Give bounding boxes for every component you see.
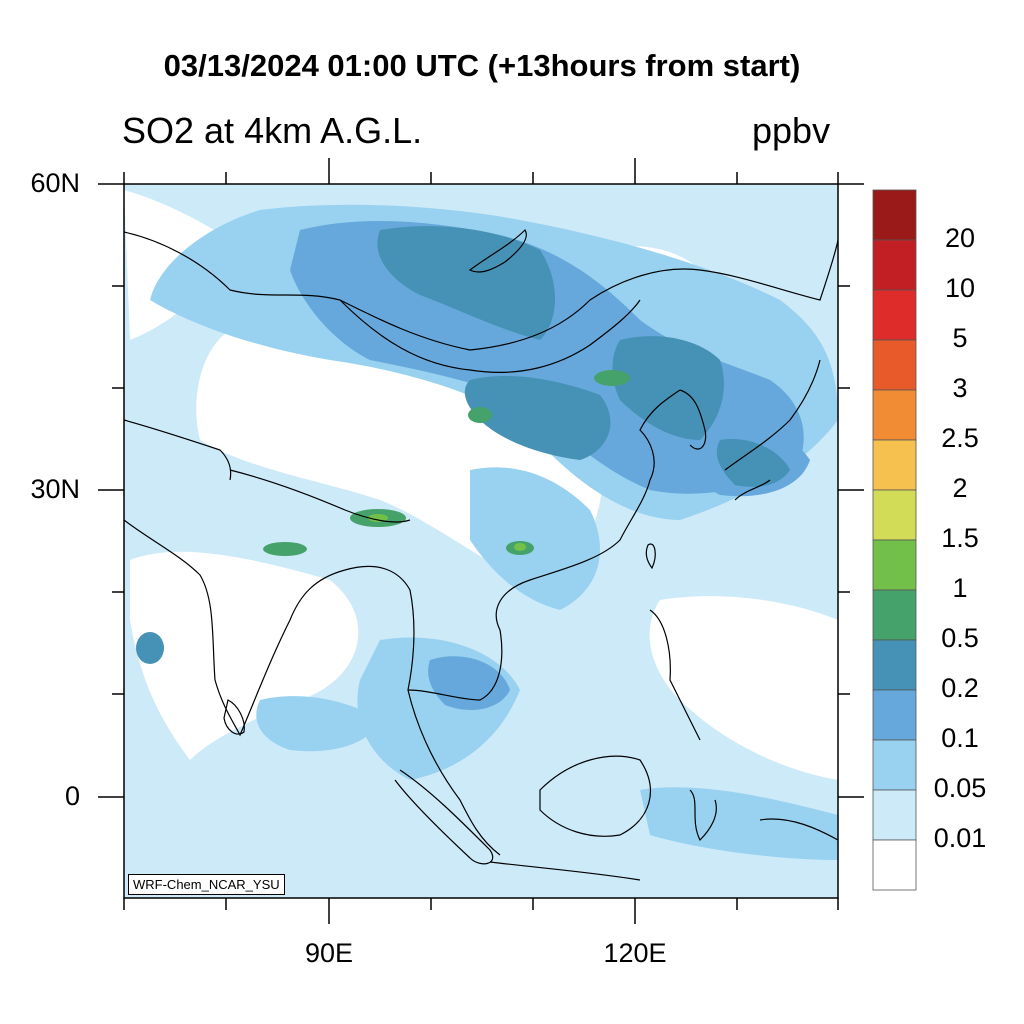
clean-area-pacific: [649, 596, 838, 780]
lake-baikal: [468, 229, 527, 273]
colorbar-label: 3: [952, 373, 968, 403]
lat-label-0: 0: [64, 781, 80, 811]
colorbar-label: 2: [952, 473, 968, 503]
border-mongolia: [339, 299, 641, 373]
colorbar-swatch-0: [872, 189, 917, 241]
coast-sumatra: [394, 769, 494, 865]
coastlines: [124, 229, 838, 881]
hotspot-beijing: [594, 370, 630, 386]
colorbar-swatch-7: [872, 539, 917, 591]
colorbar-swatch-10: [872, 689, 917, 741]
axis-ticks: [98, 158, 864, 924]
variable-title: SO2 at 4km A.G.L.: [122, 110, 423, 151]
coast-korea: [679, 389, 707, 450]
coast-indochina: [407, 389, 681, 701]
units-label: ppbv: [752, 110, 831, 151]
border-central-asia: [124, 419, 232, 481]
hotspot-india-sw: [136, 632, 164, 664]
lon-label-120e: 120E: [603, 938, 667, 968]
low-band-china: [470, 467, 600, 610]
lon-label-90e: 90E: [304, 938, 354, 968]
clean-area-india: [130, 551, 359, 760]
colorbar-label: 20: [944, 223, 976, 253]
coast-borneo: [539, 755, 651, 837]
low-band-indonesia: [640, 787, 838, 860]
hotspot-max-2: [514, 543, 526, 551]
coast-russia-north: [124, 231, 838, 351]
colorbar-label: 0.1: [941, 723, 979, 753]
high-band-china: [464, 375, 611, 460]
coast-india: [124, 519, 346, 737]
colorbar-swatch-2: [872, 289, 917, 341]
lat-label-30n: 30N: [30, 474, 80, 504]
so2-field: [124, 184, 838, 898]
high-band-northeast: [612, 336, 724, 440]
colorbar-swatch-13: [872, 839, 917, 891]
colorbar-label: 0.01: [933, 823, 987, 853]
hotspot-sichuan: [468, 407, 492, 423]
coast-newguinea: [759, 818, 838, 841]
hotspot-max-1: [368, 514, 388, 522]
colorbar-label: 1.5: [941, 523, 979, 553]
colorbar-label: 0.5: [941, 623, 979, 653]
colorbar-swatch-1: [872, 239, 917, 291]
colorbar-label: 5: [952, 323, 968, 353]
colorbar-label: 1: [952, 573, 968, 603]
colorbar-label: 0.05: [933, 773, 987, 803]
colorbar-swatch-11: [872, 739, 917, 791]
low-band-bay: [256, 696, 380, 752]
lat-label-60n: 60N: [30, 168, 80, 198]
colorbar-swatch-12: [872, 789, 917, 841]
coast-srilanka: [223, 699, 245, 735]
coast-taiwan: [645, 543, 656, 570]
coast-sulawesi: [689, 789, 717, 842]
colorbar-label: 2.5: [941, 423, 979, 453]
colorbar-label: 10: [944, 273, 976, 303]
map-title: 03/13/2024 01:00 UTC (+13hours from star…: [163, 48, 801, 83]
colorbar-label: 0.2: [941, 673, 979, 703]
colorbar-swatch-3: [872, 339, 917, 391]
map-frame: [123, 183, 839, 899]
high-band-north: [377, 226, 555, 340]
border-himalaya: [229, 469, 411, 523]
hotspot-bangladesh: [263, 542, 307, 556]
colorbar-swatch-9: [872, 639, 917, 691]
colorbar: [872, 189, 917, 891]
high-band-japan: [716, 439, 790, 487]
coast-japan: [724, 359, 821, 501]
colorbar-swatch-6: [872, 489, 917, 541]
model-credit: WRF-Chem_NCAR_YSU: [128, 874, 285, 895]
coast-philippines: [649, 609, 701, 741]
colorbar-swatch-8: [872, 589, 917, 641]
mid-band-indochina: [428, 656, 510, 710]
coast-java: [489, 861, 641, 881]
colorbar-swatch-4: [872, 389, 917, 441]
colorbar-swatch-5: [872, 439, 917, 491]
